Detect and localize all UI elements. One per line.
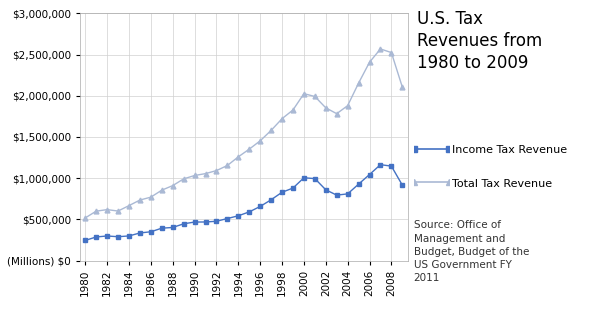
Total Tax Revenue <box>333 112 340 116</box>
Total Tax Revenue <box>213 169 220 173</box>
Income Tax Revenue <box>399 183 406 187</box>
Income Tax Revenue <box>202 220 209 224</box>
Income Tax Revenue <box>191 220 198 224</box>
Income Tax Revenue <box>333 193 340 197</box>
Total Tax Revenue <box>125 204 132 208</box>
Total Tax Revenue <box>256 139 264 143</box>
Total Tax Revenue <box>311 95 319 99</box>
Income Tax Revenue <box>93 235 100 239</box>
Total Tax Revenue <box>158 188 165 192</box>
Text: Total Tax Revenue: Total Tax Revenue <box>452 179 552 189</box>
Income Tax Revenue <box>180 222 187 226</box>
Total Tax Revenue <box>344 104 351 108</box>
Total Tax Revenue <box>147 195 154 199</box>
Income Tax Revenue <box>213 219 220 223</box>
Income Tax Revenue <box>158 226 165 230</box>
Total Tax Revenue <box>115 209 122 213</box>
Total Tax Revenue <box>169 184 176 188</box>
Income Tax Revenue <box>344 192 351 196</box>
Total Tax Revenue <box>300 92 307 96</box>
Income Tax Revenue <box>311 177 319 181</box>
Income Tax Revenue <box>82 238 89 242</box>
Income Tax Revenue <box>278 190 285 194</box>
Total Tax Revenue <box>377 47 384 51</box>
Total Tax Revenue <box>180 177 187 181</box>
Income Tax Revenue <box>377 163 384 167</box>
Income Tax Revenue <box>169 225 176 229</box>
Income Tax Revenue <box>235 214 242 218</box>
Text: U.S. Tax
Revenues from
1980 to 2009: U.S. Tax Revenues from 1980 to 2009 <box>417 10 542 72</box>
Income Tax Revenue <box>125 234 132 238</box>
Income Tax Revenue <box>268 198 275 202</box>
Total Tax Revenue <box>224 163 231 167</box>
Income Tax Revenue <box>137 231 144 235</box>
Total Tax Revenue <box>290 108 297 112</box>
Total Tax Revenue <box>246 147 253 151</box>
Income Tax Revenue <box>103 234 111 238</box>
Income Tax Revenue <box>300 176 307 180</box>
Total Tax Revenue <box>355 81 362 85</box>
Income Tax Revenue <box>388 164 395 168</box>
Total Tax Revenue <box>103 208 111 212</box>
Total Tax Revenue <box>278 117 285 121</box>
Line: Total Tax Revenue: Total Tax Revenue <box>83 46 405 220</box>
Income Tax Revenue <box>147 230 154 234</box>
Line: Income Tax Revenue: Income Tax Revenue <box>83 162 405 243</box>
Income Tax Revenue <box>115 235 122 239</box>
Total Tax Revenue <box>399 85 406 89</box>
Income Tax Revenue <box>355 182 362 186</box>
Income Tax Revenue <box>322 188 329 192</box>
Total Tax Revenue <box>235 155 242 159</box>
Total Tax Revenue <box>191 173 198 177</box>
Total Tax Revenue <box>82 216 89 220</box>
Income Tax Revenue <box>366 173 373 177</box>
Income Tax Revenue <box>224 216 231 220</box>
Text: Source: Office of
Management and
Budget, Budget of the
US Government FY
2011: Source: Office of Management and Budget,… <box>414 220 529 283</box>
Income Tax Revenue <box>256 204 264 208</box>
Total Tax Revenue <box>366 60 373 64</box>
Total Tax Revenue <box>137 198 144 202</box>
Income Tax Revenue <box>290 186 297 190</box>
Income Tax Revenue <box>246 210 253 214</box>
Total Tax Revenue <box>388 50 395 54</box>
Text: Income Tax Revenue: Income Tax Revenue <box>452 145 567 155</box>
Total Tax Revenue <box>322 106 329 110</box>
Total Tax Revenue <box>202 172 209 176</box>
Total Tax Revenue <box>93 209 100 213</box>
Total Tax Revenue <box>268 128 275 132</box>
